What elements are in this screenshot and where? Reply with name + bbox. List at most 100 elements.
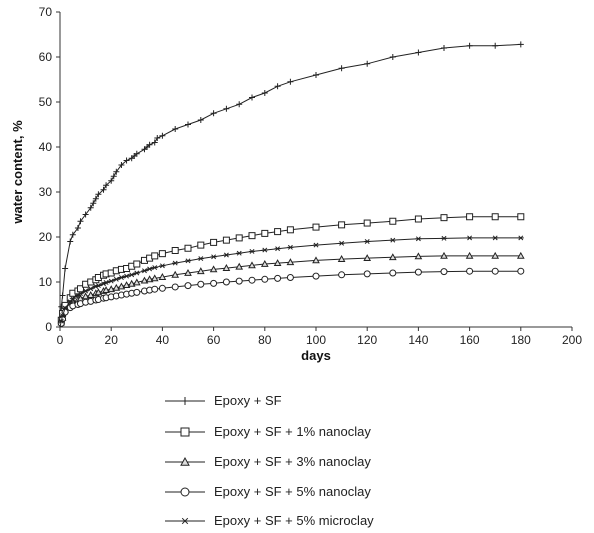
data-point [415, 236, 422, 242]
data-point [287, 78, 294, 85]
data-point [58, 318, 65, 324]
data-point [517, 267, 525, 275]
data-point [77, 291, 84, 297]
data-point [389, 269, 397, 277]
series-5 [58, 235, 524, 328]
data-point [223, 105, 230, 112]
data-point [82, 211, 89, 218]
data-point [100, 186, 107, 193]
data-point [62, 305, 69, 311]
data-point [107, 285, 116, 293]
data-point [492, 42, 499, 49]
y-axis-title: water content, % [10, 120, 25, 225]
data-point [62, 265, 69, 272]
legend-label: Epoxy + SF + 3% nanoclay [214, 454, 371, 469]
data-point [274, 83, 281, 90]
data-point [172, 126, 179, 132]
data-point [248, 261, 256, 269]
data-point [337, 255, 346, 262]
data-point [338, 240, 345, 246]
data-point [210, 254, 217, 260]
data-point [249, 94, 255, 101]
data-point [113, 168, 120, 175]
data-point [441, 235, 447, 241]
data-point [210, 110, 217, 117]
data-point [118, 275, 125, 280]
series-1 [58, 41, 524, 328]
data-point [273, 259, 282, 266]
x-tick-label: 60 [207, 333, 221, 347]
legend-marker [181, 397, 189, 405]
data-point [171, 283, 179, 291]
data-point [159, 263, 166, 269]
data-point [466, 213, 474, 221]
data-point [313, 72, 319, 78]
data-point [87, 204, 94, 211]
data-point [363, 219, 371, 227]
data-point [210, 238, 218, 246]
data-point [103, 279, 110, 285]
data-point [171, 270, 180, 278]
data-point [222, 236, 230, 244]
data-point [110, 173, 117, 180]
data-point [59, 313, 66, 319]
data-point [517, 213, 525, 221]
data-point [123, 273, 130, 279]
data-point [517, 41, 524, 48]
legend-marker [180, 456, 190, 466]
data-point [364, 239, 371, 244]
legend-item: Epoxy + SF + 5% microclay [165, 513, 374, 528]
series-line [59, 43, 521, 328]
data-point [222, 278, 230, 286]
data-point [69, 231, 76, 238]
y-tick-label: 70 [39, 5, 53, 19]
legend-item: Epoxy + SF [165, 393, 282, 408]
data-point [274, 228, 282, 236]
data-point [466, 267, 474, 275]
data-point [151, 139, 158, 146]
x-tick-label: 200 [562, 333, 582, 347]
x-tick-label: 40 [156, 333, 170, 347]
data-point [440, 268, 448, 276]
series-line [59, 237, 521, 328]
data-point [123, 157, 130, 164]
legend-label: Epoxy + SF + 5% microclay [214, 513, 374, 528]
data-point [235, 277, 243, 285]
data-point [158, 273, 167, 280]
data-point [159, 132, 166, 139]
data-point [197, 241, 205, 249]
data-point [338, 271, 346, 279]
x-tick-label: 100 [306, 333, 326, 347]
data-point [313, 242, 319, 248]
y-tick-label: 0 [45, 320, 52, 334]
plot-series [57, 41, 525, 328]
data-point [491, 267, 499, 275]
data-point [465, 251, 474, 259]
y-tick-label: 10 [39, 275, 53, 289]
data-point [286, 258, 295, 266]
data-point [261, 275, 269, 283]
data-point [466, 235, 473, 241]
data-point [146, 141, 153, 148]
data-point [235, 234, 243, 242]
y-tick-label: 20 [39, 230, 53, 244]
data-point [492, 235, 499, 241]
x-tick-label: 80 [258, 333, 272, 347]
data-point [235, 262, 244, 270]
data-point [197, 280, 205, 288]
data-point [312, 272, 320, 280]
data-point [69, 296, 76, 302]
data-point [517, 235, 524, 241]
data-point [364, 60, 371, 67]
data-point [248, 276, 256, 284]
legend-label: Epoxy + SF + 5% nanoclay [214, 484, 371, 499]
series-4 [57, 267, 525, 328]
legend-item: Epoxy + SF + 3% nanoclay [165, 454, 371, 469]
data-point [117, 282, 126, 290]
data-point [172, 260, 179, 266]
y-tick-label: 40 [39, 140, 53, 154]
data-point [338, 221, 346, 229]
data-point [440, 214, 448, 222]
x-tick-label: 0 [57, 333, 64, 347]
data-point [414, 252, 423, 260]
